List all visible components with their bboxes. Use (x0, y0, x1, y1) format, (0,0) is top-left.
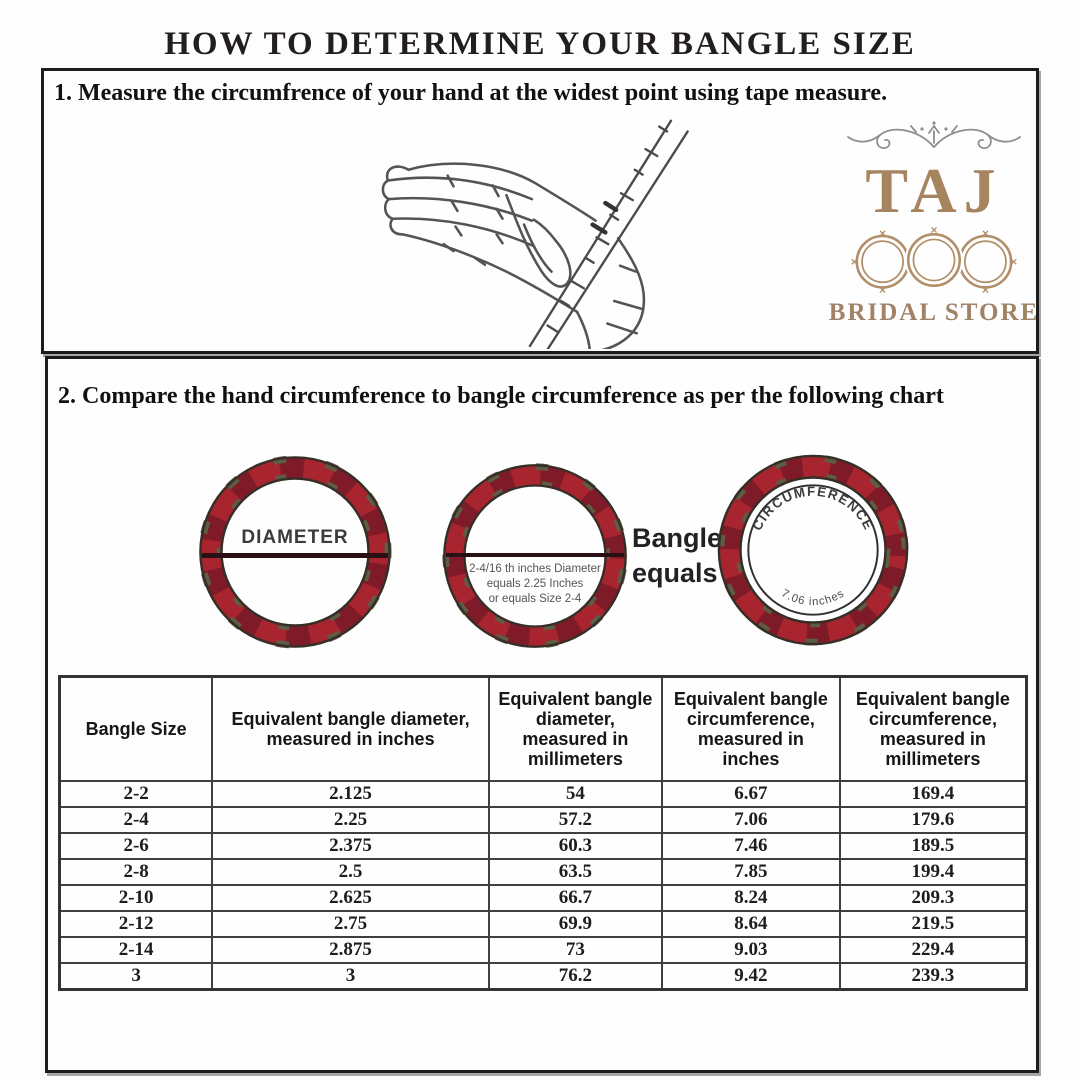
example-line-1: 2-4/16 th inches Diameter (469, 563, 601, 575)
step1-box: 1. Measure the circumfrence of your hand… (41, 68, 1039, 354)
logo-rings-icon (851, 227, 1017, 294)
sparkle-marks (851, 227, 1017, 294)
header-diameter-inches: Equivalent bangle diameter, measured in … (211, 675, 490, 782)
header-bangle-size: Bangle Size (58, 675, 214, 782)
table-row: 2-8 2.5 63.5 7.85 199.4 (58, 858, 1028, 886)
bangle-size-table: Bangle Size Equivalent bangle diameter, … (58, 675, 1028, 991)
table-row: 3 3 76.2 9.42 239.3 (58, 962, 1028, 991)
step2-box: 2. Compare the hand circumference to ban… (45, 356, 1039, 1073)
svg-text:7.06 inches: 7.06 inches (779, 587, 847, 608)
table-row: 2-6 2.375 60.3 7.46 189.5 (58, 832, 1028, 860)
example-size-note: 2-4/16 th inches Diameter equals 2.25 In… (447, 562, 623, 608)
bangle-equals-label: Bangle equals (632, 523, 723, 589)
diameter-line (202, 553, 388, 558)
header-circumference-inches: Equivalent bangle circumference, measure… (660, 675, 841, 782)
bangle-example-diagram: 2-4/16 th inches Diameter equals 2.25 In… (441, 458, 629, 654)
logo-flourish-icon (847, 121, 1021, 149)
hand-illustration-icon (381, 119, 689, 353)
table-row: 2-14 2.875 73 9.03 229.4 (58, 936, 1028, 964)
page-title: HOW TO DETERMINE YOUR BANGLE SIZE (164, 26, 916, 63)
diameter-label: DIAMETER (241, 527, 349, 548)
step2-heading: 2. Compare the hand circumference to ban… (58, 383, 944, 409)
circumference-circle (747, 484, 879, 616)
bangle-ring-icon (198, 455, 392, 649)
brand-logo: TAJ BRI (814, 117, 1054, 327)
bangle-diameter-diagram: DIAMETER (197, 453, 393, 651)
logo-wordmark: TAJ (865, 155, 1003, 226)
table-row: 2-4 2.25 57.2 7.06 179.6 (58, 806, 1028, 834)
circumference-value: 7.06 inches (779, 587, 846, 608)
diameter-line (446, 553, 624, 557)
table-row: 2-2 2.125 54 6.67 169.4 (58, 780, 1028, 808)
bangle-ring-icon: CIRCUMFERENCE 7.06 inches (717, 454, 909, 646)
bangle-circumference-diagram: CIRCUMFERENCE 7.06 inches (715, 452, 911, 648)
tape-measure (528, 119, 689, 353)
table-header-row: Bangle Size Equivalent bangle diameter, … (58, 675, 1028, 782)
tape-crossing-marks (590, 200, 619, 235)
logo-subtitle: BRIDAL STORE (828, 299, 1040, 327)
hand-tape-measure-illustration (354, 109, 699, 353)
header-diameter-mm: Equivalent bangle diameter, measured in … (487, 675, 663, 782)
example-line-3: or equals Size 2-4 (488, 593, 582, 606)
example-line-2: equals 2.25 Inches (486, 578, 584, 591)
hand-outline (381, 162, 646, 353)
step1-heading: 1. Measure the circumfrence of your hand… (54, 80, 888, 106)
table-row: 2-10 2.625 66.7 8.24 209.3 (58, 884, 1028, 912)
table-row: 2-12 2.75 69.9 8.64 219.5 (58, 910, 1028, 938)
header-circumference-mm: Equivalent bangle circumference, measure… (838, 675, 1028, 782)
